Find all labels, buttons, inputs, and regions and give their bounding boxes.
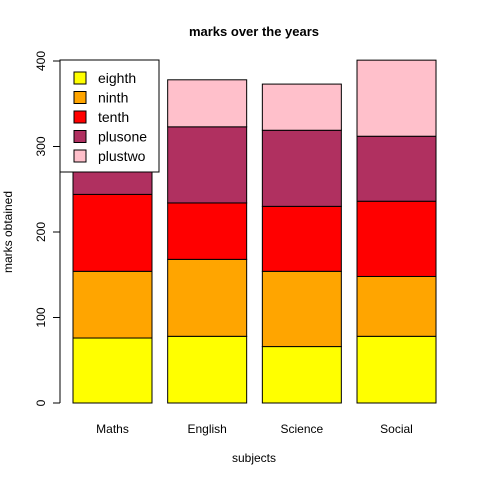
bar-ninth-maths <box>72 270 153 339</box>
legend: eighth ninth tenth plusone plustwo <box>59 59 160 173</box>
bar-tenth-english <box>167 202 248 260</box>
y-axis-label: marks obtained <box>1 191 15 273</box>
legend-label-plusone: plusone <box>98 129 147 145</box>
bar-plustwo-english <box>167 79 248 128</box>
bar-eighth-social <box>356 335 437 404</box>
x-tick-labels: Maths English Science Social <box>96 422 413 436</box>
bar-tenth-social <box>356 200 437 277</box>
x-axis-label: subjects <box>232 451 276 465</box>
legend-swatch-plusone <box>73 130 87 143</box>
bar-plustwo-social <box>356 59 437 137</box>
bar-tenth-maths <box>72 193 153 272</box>
legend-label-plustwo: plustwo <box>98 148 146 164</box>
legend-swatch-plustwo <box>73 149 87 163</box>
legend-label-ninth: ninth <box>98 90 128 106</box>
legend-label-tenth: tenth <box>98 109 129 125</box>
legend-swatch-tenth <box>73 110 87 124</box>
legend-swatch-ninth <box>73 91 87 104</box>
bar-plusone-english <box>167 126 248 204</box>
bar-ninth-english <box>167 258 248 337</box>
bar-tenth-science <box>261 205 342 272</box>
bar-eighth-english <box>167 335 248 404</box>
y-tick-label-100: 100 <box>34 307 48 327</box>
x-tick-label-english: English <box>187 422 226 436</box>
y-tick-label-300: 300 <box>34 136 48 156</box>
legend-swatch-eighth <box>73 71 87 85</box>
y-tick-label-400: 400 <box>34 51 48 71</box>
bar-ninth-science <box>261 270 342 348</box>
x-tick-label-maths: Maths <box>96 422 129 436</box>
bar-plusone-science <box>261 129 342 207</box>
bar-eighth-maths <box>72 337 153 404</box>
x-tick-label-social: Social <box>380 422 413 436</box>
y-tick-label-0: 0 <box>34 399 48 406</box>
y-tick-label-200: 200 <box>34 222 48 242</box>
y-axis: 0 100 200 300 400 <box>34 51 61 406</box>
bar-eighth-science <box>261 346 342 404</box>
bars-group <box>72 59 437 404</box>
bar-plusone-social <box>356 135 437 202</box>
legend-label-eighth: eighth <box>98 70 136 86</box>
bar-ninth-social <box>356 275 437 337</box>
bar-plustwo-science <box>261 83 342 131</box>
x-tick-label-science: Science <box>280 422 323 436</box>
chart-title: marks over the years <box>189 24 319 39</box>
